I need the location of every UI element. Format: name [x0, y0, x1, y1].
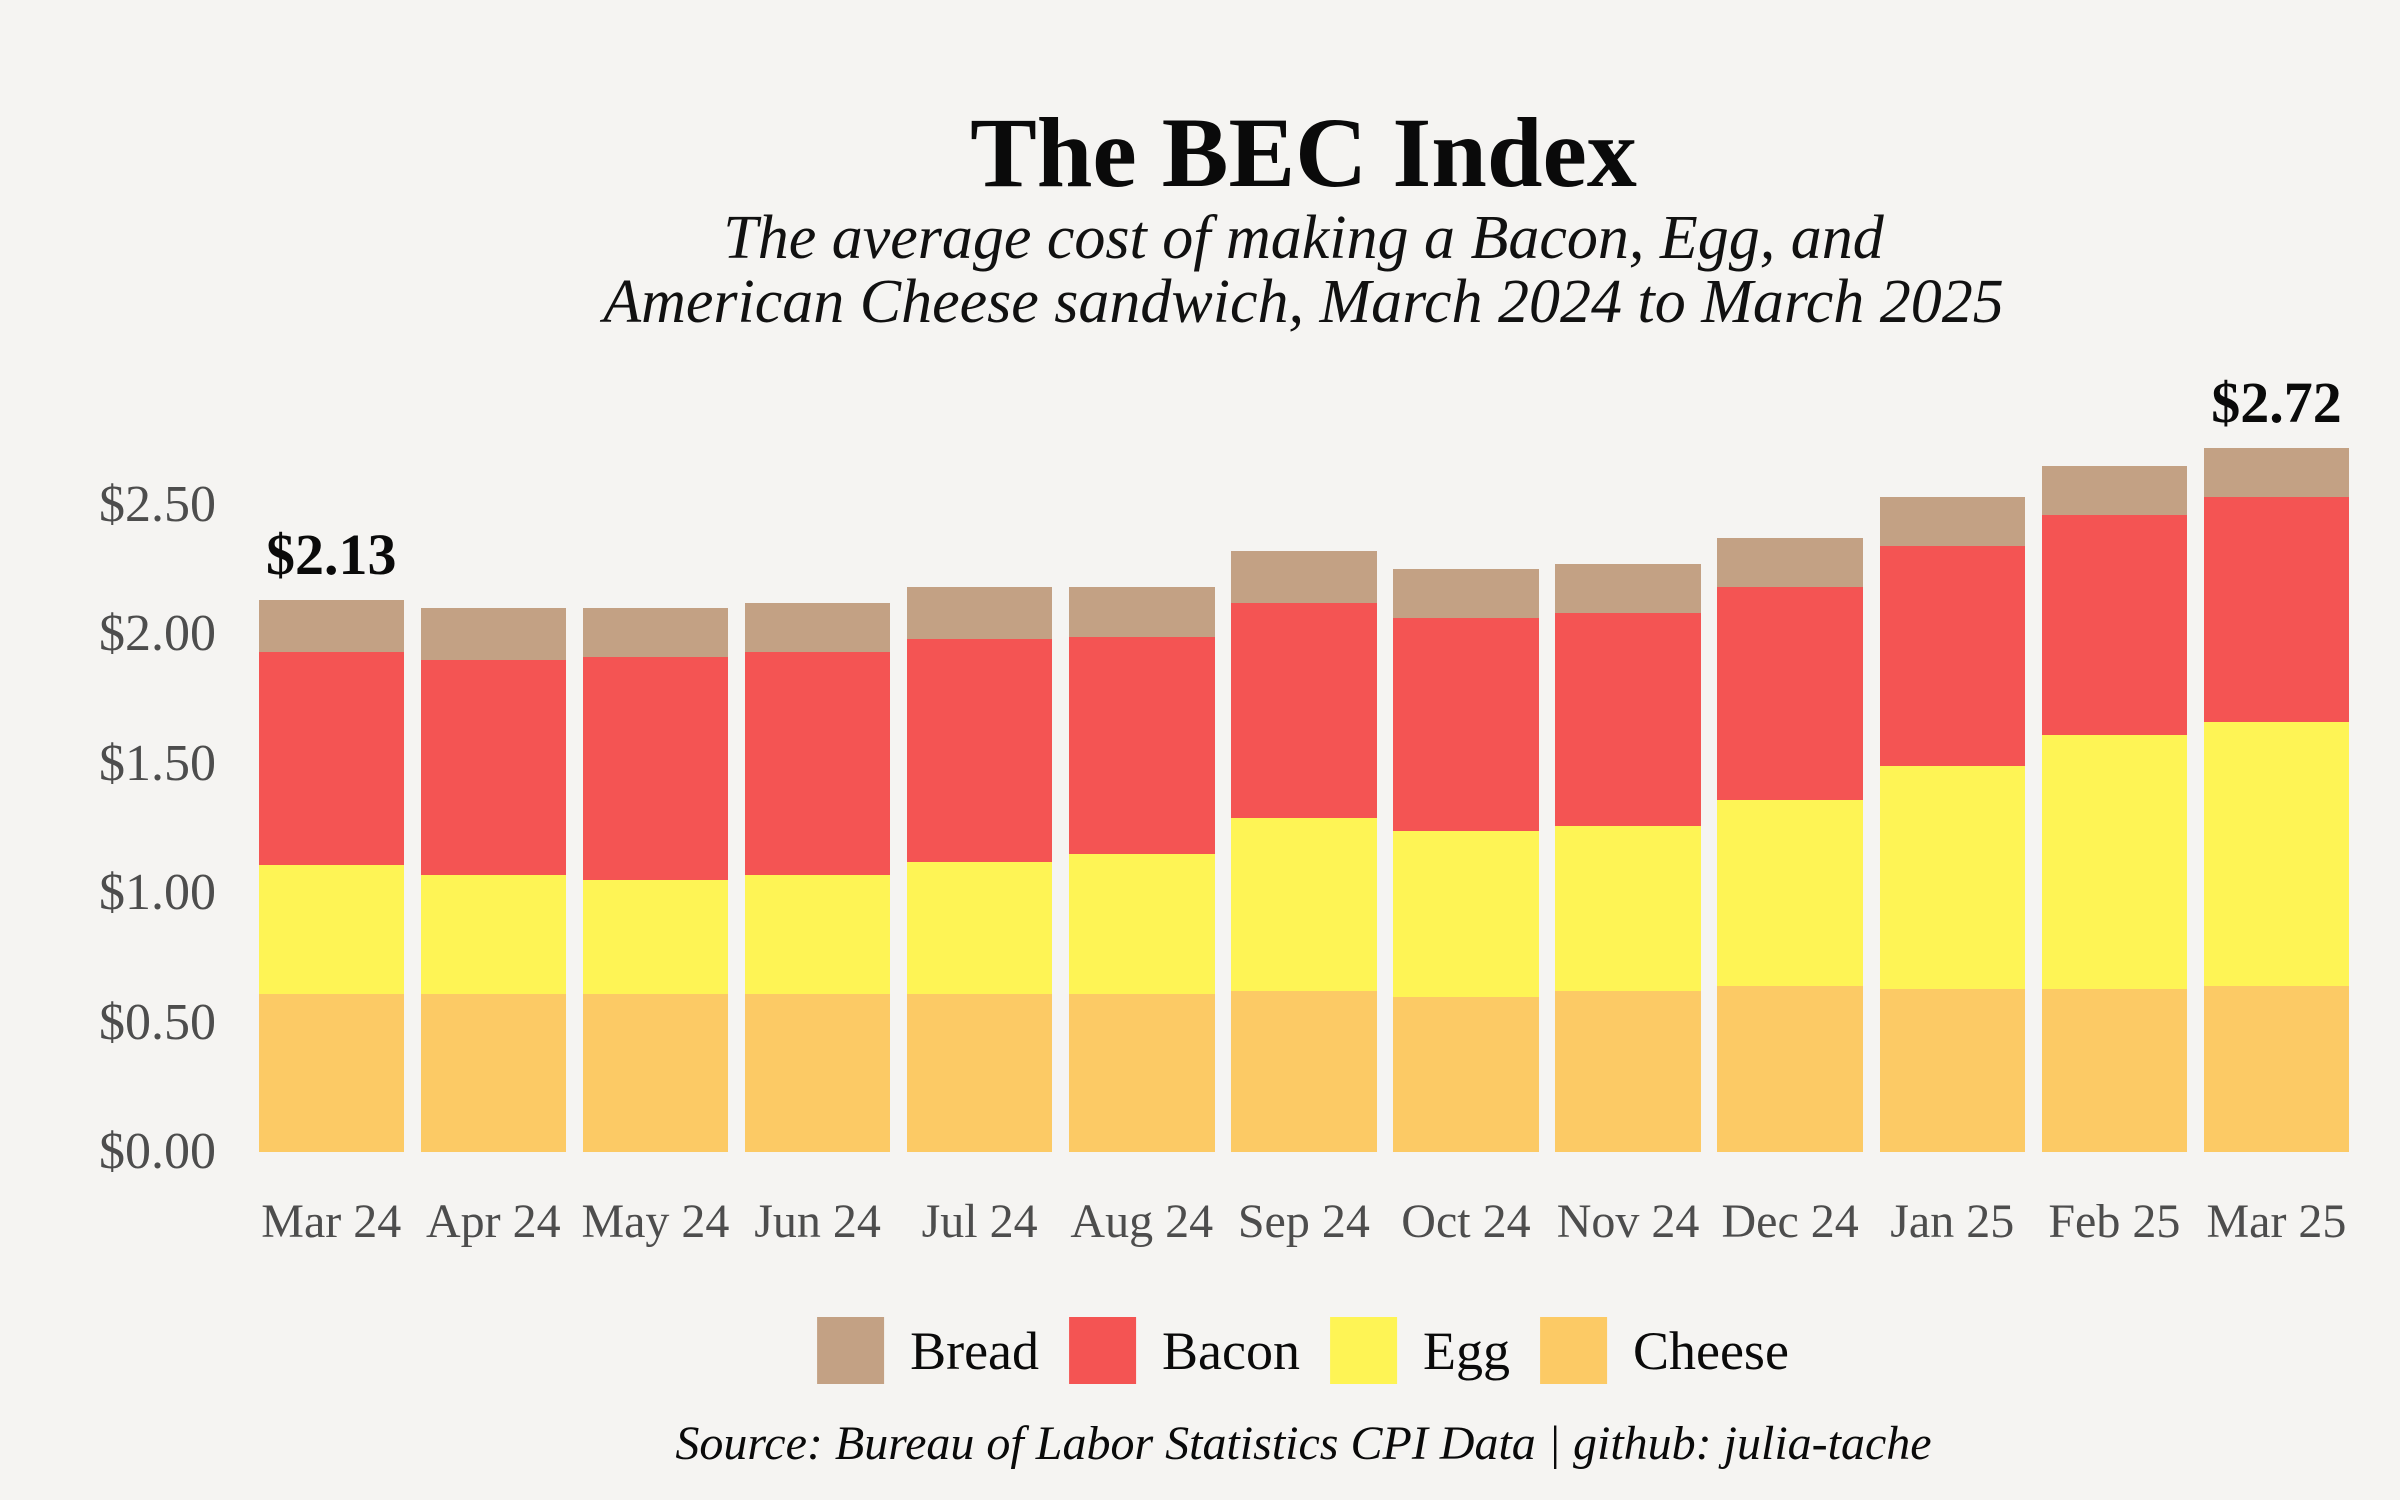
y-tick-label: $2.00	[99, 605, 216, 662]
bar-segment-bread	[1717, 538, 1863, 588]
chart-subtitle: The average cost of making a Bacon, Egg,…	[207, 206, 2400, 334]
bar-segment-bread	[582, 608, 729, 658]
legend-label: Egg	[1422, 1320, 1510, 1381]
bar-segment-cheese	[258, 994, 404, 1152]
x-tick-label: Nov 24	[1556, 1195, 1700, 1248]
x-tick-label: Mar 25	[2206, 1195, 2347, 1248]
bar-segment-cheese	[1717, 986, 1863, 1152]
y-tick-label: $2.50	[99, 475, 216, 533]
source-caption: Source: Bureau of Labor Statistics CPI D…	[675, 1417, 1932, 1470]
bar-segment-bacon	[1069, 636, 1215, 855]
legend-label: Bread	[910, 1320, 1040, 1381]
y-tick-label: $1.50	[99, 734, 216, 792]
bar-segment-cheese	[906, 994, 1053, 1152]
bar-segment-bread	[1879, 496, 2025, 546]
bar-segment-cheese	[1231, 991, 1377, 1152]
bar-segment-bread	[744, 602, 891, 653]
bar-segment-egg	[2203, 722, 2350, 987]
bar-segment-bacon	[2203, 496, 2350, 723]
legend-item-cheese: Cheese	[1539, 1317, 1789, 1384]
chart-subtitle-line2: American Cheese sandwich, March 2024 to …	[603, 268, 2004, 336]
legend-label: Cheese	[1632, 1320, 1789, 1381]
bar-segment-egg	[906, 861, 1053, 994]
bar-segment-bacon	[1555, 613, 1701, 826]
x-tick-label: Feb 25	[2048, 1195, 2181, 1248]
bar-segment-bread	[258, 600, 404, 653]
bar-segment-cheese	[420, 994, 567, 1152]
bar-segment-egg	[1393, 830, 1539, 997]
bar-segment-bacon	[906, 639, 1053, 862]
annotation-first-total: $2.13	[266, 522, 397, 588]
legend-swatch-bread	[817, 1317, 885, 1384]
bar-segment-bread	[1555, 564, 1701, 614]
legend-label: Bacon	[1162, 1320, 1300, 1381]
x-tick-label: Aug 24	[1070, 1195, 1214, 1248]
bar-segment-bacon	[1231, 602, 1377, 818]
bar-segment-cheese	[2203, 986, 2350, 1152]
bar-segment-cheese	[1069, 994, 1215, 1152]
bar-segment-bacon	[2041, 514, 2188, 735]
bar-segment-egg	[1879, 766, 2025, 989]
legend: Bread Bacon Egg Cheese	[817, 1317, 1789, 1384]
bar-segment-bread	[2203, 447, 2350, 497]
bar-segment-bread	[1069, 587, 1215, 637]
x-tick-label: Jun 24	[754, 1195, 881, 1248]
bar-segment-egg	[420, 874, 567, 994]
x-tick-label: Jan 25	[1890, 1195, 2015, 1248]
legend-item-egg: Egg	[1329, 1317, 1510, 1384]
legend-swatch-egg	[1329, 1317, 1397, 1384]
bar-segment-egg	[582, 880, 729, 994]
legend-swatch-bacon	[1069, 1317, 1137, 1384]
legend-item-bread: Bread	[817, 1317, 1039, 1384]
bar-segment-bread	[420, 608, 567, 660]
x-tick-label: Oct 24	[1401, 1195, 1531, 1248]
bar-segment-bacon	[582, 657, 729, 881]
bar-segment-bread	[1231, 551, 1377, 603]
bar-segment-bacon	[420, 659, 567, 875]
x-tick-label: Sep 24	[1237, 1195, 1370, 1248]
bar-segment-egg	[1231, 817, 1377, 992]
bar-segment-egg	[2041, 735, 2188, 989]
x-tick-label: May 24	[581, 1195, 730, 1248]
y-tick-label: $0.50	[99, 993, 216, 1051]
chart-title: The BEC Index	[970, 97, 1637, 208]
legend-swatch-cheese	[1539, 1317, 1607, 1384]
bar-segment-cheese	[1879, 988, 2025, 1152]
bar-segment-bread	[2041, 465, 2188, 515]
x-tick-label: Apr 24	[426, 1195, 561, 1248]
bar-segment-egg	[258, 864, 404, 994]
bar-segment-bacon	[1879, 545, 2025, 767]
bar-segment-cheese	[1393, 996, 1539, 1152]
bar-segment-bacon	[1717, 587, 1863, 800]
y-tick-label: $0.00	[99, 1123, 216, 1180]
legend-item-bacon: Bacon	[1069, 1317, 1300, 1384]
annotation-last-total: $2.72	[2211, 369, 2342, 435]
bar-segment-bacon	[744, 652, 891, 875]
bar-segment-egg	[1717, 799, 1863, 987]
bar-segment-cheese	[2041, 988, 2188, 1152]
bar-segment-cheese	[1555, 991, 1701, 1152]
bar-segment-egg	[1069, 854, 1215, 994]
bar-segment-bacon	[1393, 618, 1539, 831]
y-tick-label: $1.00	[99, 864, 216, 921]
bar-segment-cheese	[582, 994, 729, 1152]
bar-segment-bread	[1393, 569, 1539, 619]
x-tick-label: Jul 24	[921, 1195, 1038, 1248]
x-tick-label: Dec 24	[1721, 1195, 1859, 1248]
x-tick-label: Mar 24	[261, 1195, 402, 1248]
bar-segment-bread	[906, 587, 1053, 640]
chart-subtitle-line1: The average cost of making a Bacon, Egg,…	[723, 204, 1884, 272]
bar-segment-egg	[744, 874, 891, 994]
bar-segment-egg	[1555, 825, 1701, 992]
bar-segment-cheese	[744, 994, 891, 1152]
bar-segment-bacon	[258, 652, 404, 865]
